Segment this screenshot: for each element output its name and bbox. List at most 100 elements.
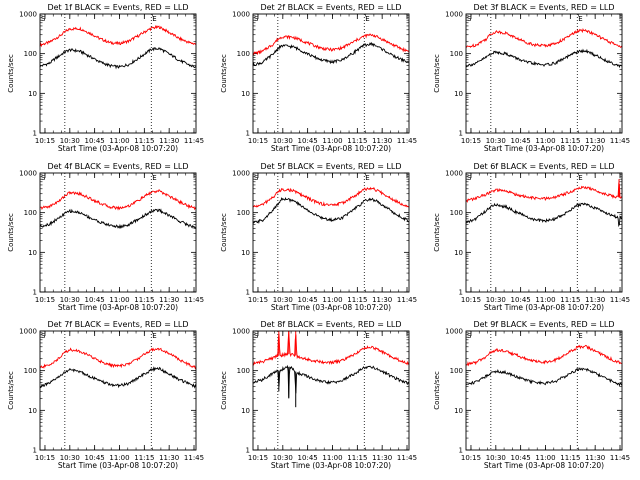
x-tick-label: 10:15 (35, 454, 55, 462)
y-tick-label: 1000 (19, 328, 37, 336)
x-tick-label: 10:15 (461, 296, 481, 304)
series-events-line (252, 41, 410, 67)
series-events-line (465, 202, 623, 228)
panel-det-9f: Det 9f BLACK = Events, RED = LLD Counts/s… (433, 320, 630, 470)
x-tick-label: 10:15 (461, 137, 481, 145)
x-axis-label: Start Time (03-Apr-08 10:07:20) (58, 303, 178, 312)
x-tick-label: 11:15 (347, 296, 367, 304)
start-marker: S (467, 15, 472, 23)
y-tick-label: 1000 (445, 170, 463, 178)
y-axis-label: Counts/sec (433, 213, 441, 252)
x-tick-label: 10:30 (60, 137, 80, 145)
panel-det-2f: Det 2f BLACK = Events, RED = LLD Counts/s… (220, 3, 417, 153)
series-events-line (465, 48, 623, 69)
start-marker: S (254, 15, 259, 23)
y-tick-label: 1000 (232, 11, 250, 19)
x-tick-label: 11:45 (184, 296, 204, 304)
y-tick-label: 1 (246, 289, 250, 297)
y-tick-label: 10 (28, 407, 37, 415)
y-tick-label: 10 (28, 90, 37, 98)
series-lld-line (465, 27, 623, 49)
x-tick-label: 11:00 (109, 454, 129, 462)
x-tick-label: 10:45 (511, 137, 531, 145)
y-axis-label: Counts/sec (7, 371, 15, 410)
start-marker: S (254, 174, 259, 182)
x-tick-label: 11:00 (322, 454, 342, 462)
x-tick-label: 10:30 (273, 296, 293, 304)
x-axis-label: Start Time (03-Apr-08 10:07:20) (484, 303, 604, 312)
start-marker: S (41, 15, 46, 23)
x-tick-label: 10:15 (248, 137, 268, 145)
x-tick-label: 10:30 (486, 454, 506, 462)
start-marker: S (467, 174, 472, 182)
series-events-line (252, 364, 410, 398)
end-marker: E (152, 174, 156, 182)
y-tick-label: 10 (241, 90, 250, 98)
start-marker: S (254, 332, 259, 340)
x-tick-label: 11:45 (397, 296, 417, 304)
x-tick-label: 11:00 (109, 137, 129, 145)
x-tick-label: 11:15 (347, 137, 367, 145)
series-lld-line (252, 33, 410, 56)
x-tick-label: 10:30 (486, 137, 506, 145)
y-tick-label: 1 (33, 447, 37, 455)
y-tick-label: 1 (33, 289, 37, 297)
panel-title: Det 3f BLACK = Events, RED = LLD (473, 3, 614, 12)
x-tick-label: 11:15 (560, 296, 580, 304)
x-tick-label: 10:45 (511, 454, 531, 462)
x-tick-label: 11:15 (560, 454, 580, 462)
y-tick-label: 10 (454, 249, 463, 257)
plot-frame (39, 172, 197, 293)
x-tick-label: 11:30 (159, 296, 179, 304)
panel-title: Det 7f BLACK = Events, RED = LLD (47, 320, 188, 329)
x-tick-label: 11:45 (184, 454, 204, 462)
y-tick-label: 10 (454, 90, 463, 98)
x-tick-label: 11:30 (159, 454, 179, 462)
x-axis-label: Start Time (03-Apr-08 10:07:20) (271, 303, 391, 312)
y-tick-label: 10 (241, 407, 250, 415)
y-tick-label: 1000 (19, 170, 37, 178)
plot-frame (465, 13, 623, 134)
panel-det-4f: Det 4f BLACK = Events, RED = LLD Counts/s… (7, 162, 204, 312)
y-tick-label: 100 (450, 367, 463, 375)
panel-title: Det 2f BLACK = Events, RED = LLD (260, 3, 401, 12)
panel-title: Det 9f BLACK = Events, RED = LLD (473, 320, 614, 329)
series-lld-line (252, 186, 410, 208)
plot-frame (465, 172, 623, 293)
x-tick-label: 11:00 (109, 296, 129, 304)
y-tick-label: 1 (459, 289, 463, 297)
series-events-line (39, 208, 197, 229)
plot-frame (39, 330, 197, 451)
y-tick-label: 1000 (232, 170, 250, 178)
plot-frame (252, 13, 410, 134)
series-lld-line (465, 182, 623, 203)
plot-frame (465, 330, 623, 451)
x-tick-label: 10:45 (85, 454, 105, 462)
panel-det-6f: Det 6f BLACK = Events, RED = LLD Counts/s… (433, 162, 630, 312)
x-tick-label: 11:30 (585, 454, 605, 462)
y-tick-label: 1000 (445, 328, 463, 336)
x-tick-label: 10:30 (60, 454, 80, 462)
x-tick-label: 11:00 (535, 454, 555, 462)
x-tick-label: 11:45 (184, 137, 204, 145)
end-marker: E (152, 15, 156, 23)
y-tick-label: 10 (454, 407, 463, 415)
x-tick-label: 11:45 (397, 454, 417, 462)
y-tick-label: 100 (237, 209, 250, 217)
y-tick-label: 10 (28, 249, 37, 257)
x-tick-label: 11:30 (159, 137, 179, 145)
x-tick-label: 11:15 (134, 296, 154, 304)
x-tick-label: 11:30 (585, 137, 605, 145)
y-tick-label: 100 (24, 50, 37, 58)
end-marker: E (578, 174, 582, 182)
end-marker: E (578, 15, 582, 23)
start-marker: S (467, 332, 472, 340)
x-axis-label: Start Time (03-Apr-08 10:07:20) (484, 461, 604, 470)
x-tick-label: 11:00 (535, 296, 555, 304)
y-tick-label: 1000 (19, 11, 37, 19)
panel-title: Det 8f BLACK = Events, RED = LLD (260, 320, 401, 329)
y-tick-label: 1000 (232, 328, 250, 336)
x-axis-label: Start Time (03-Apr-08 10:07:20) (271, 461, 391, 470)
x-tick-label: 11:15 (560, 137, 580, 145)
x-tick-label: 10:45 (511, 296, 531, 304)
